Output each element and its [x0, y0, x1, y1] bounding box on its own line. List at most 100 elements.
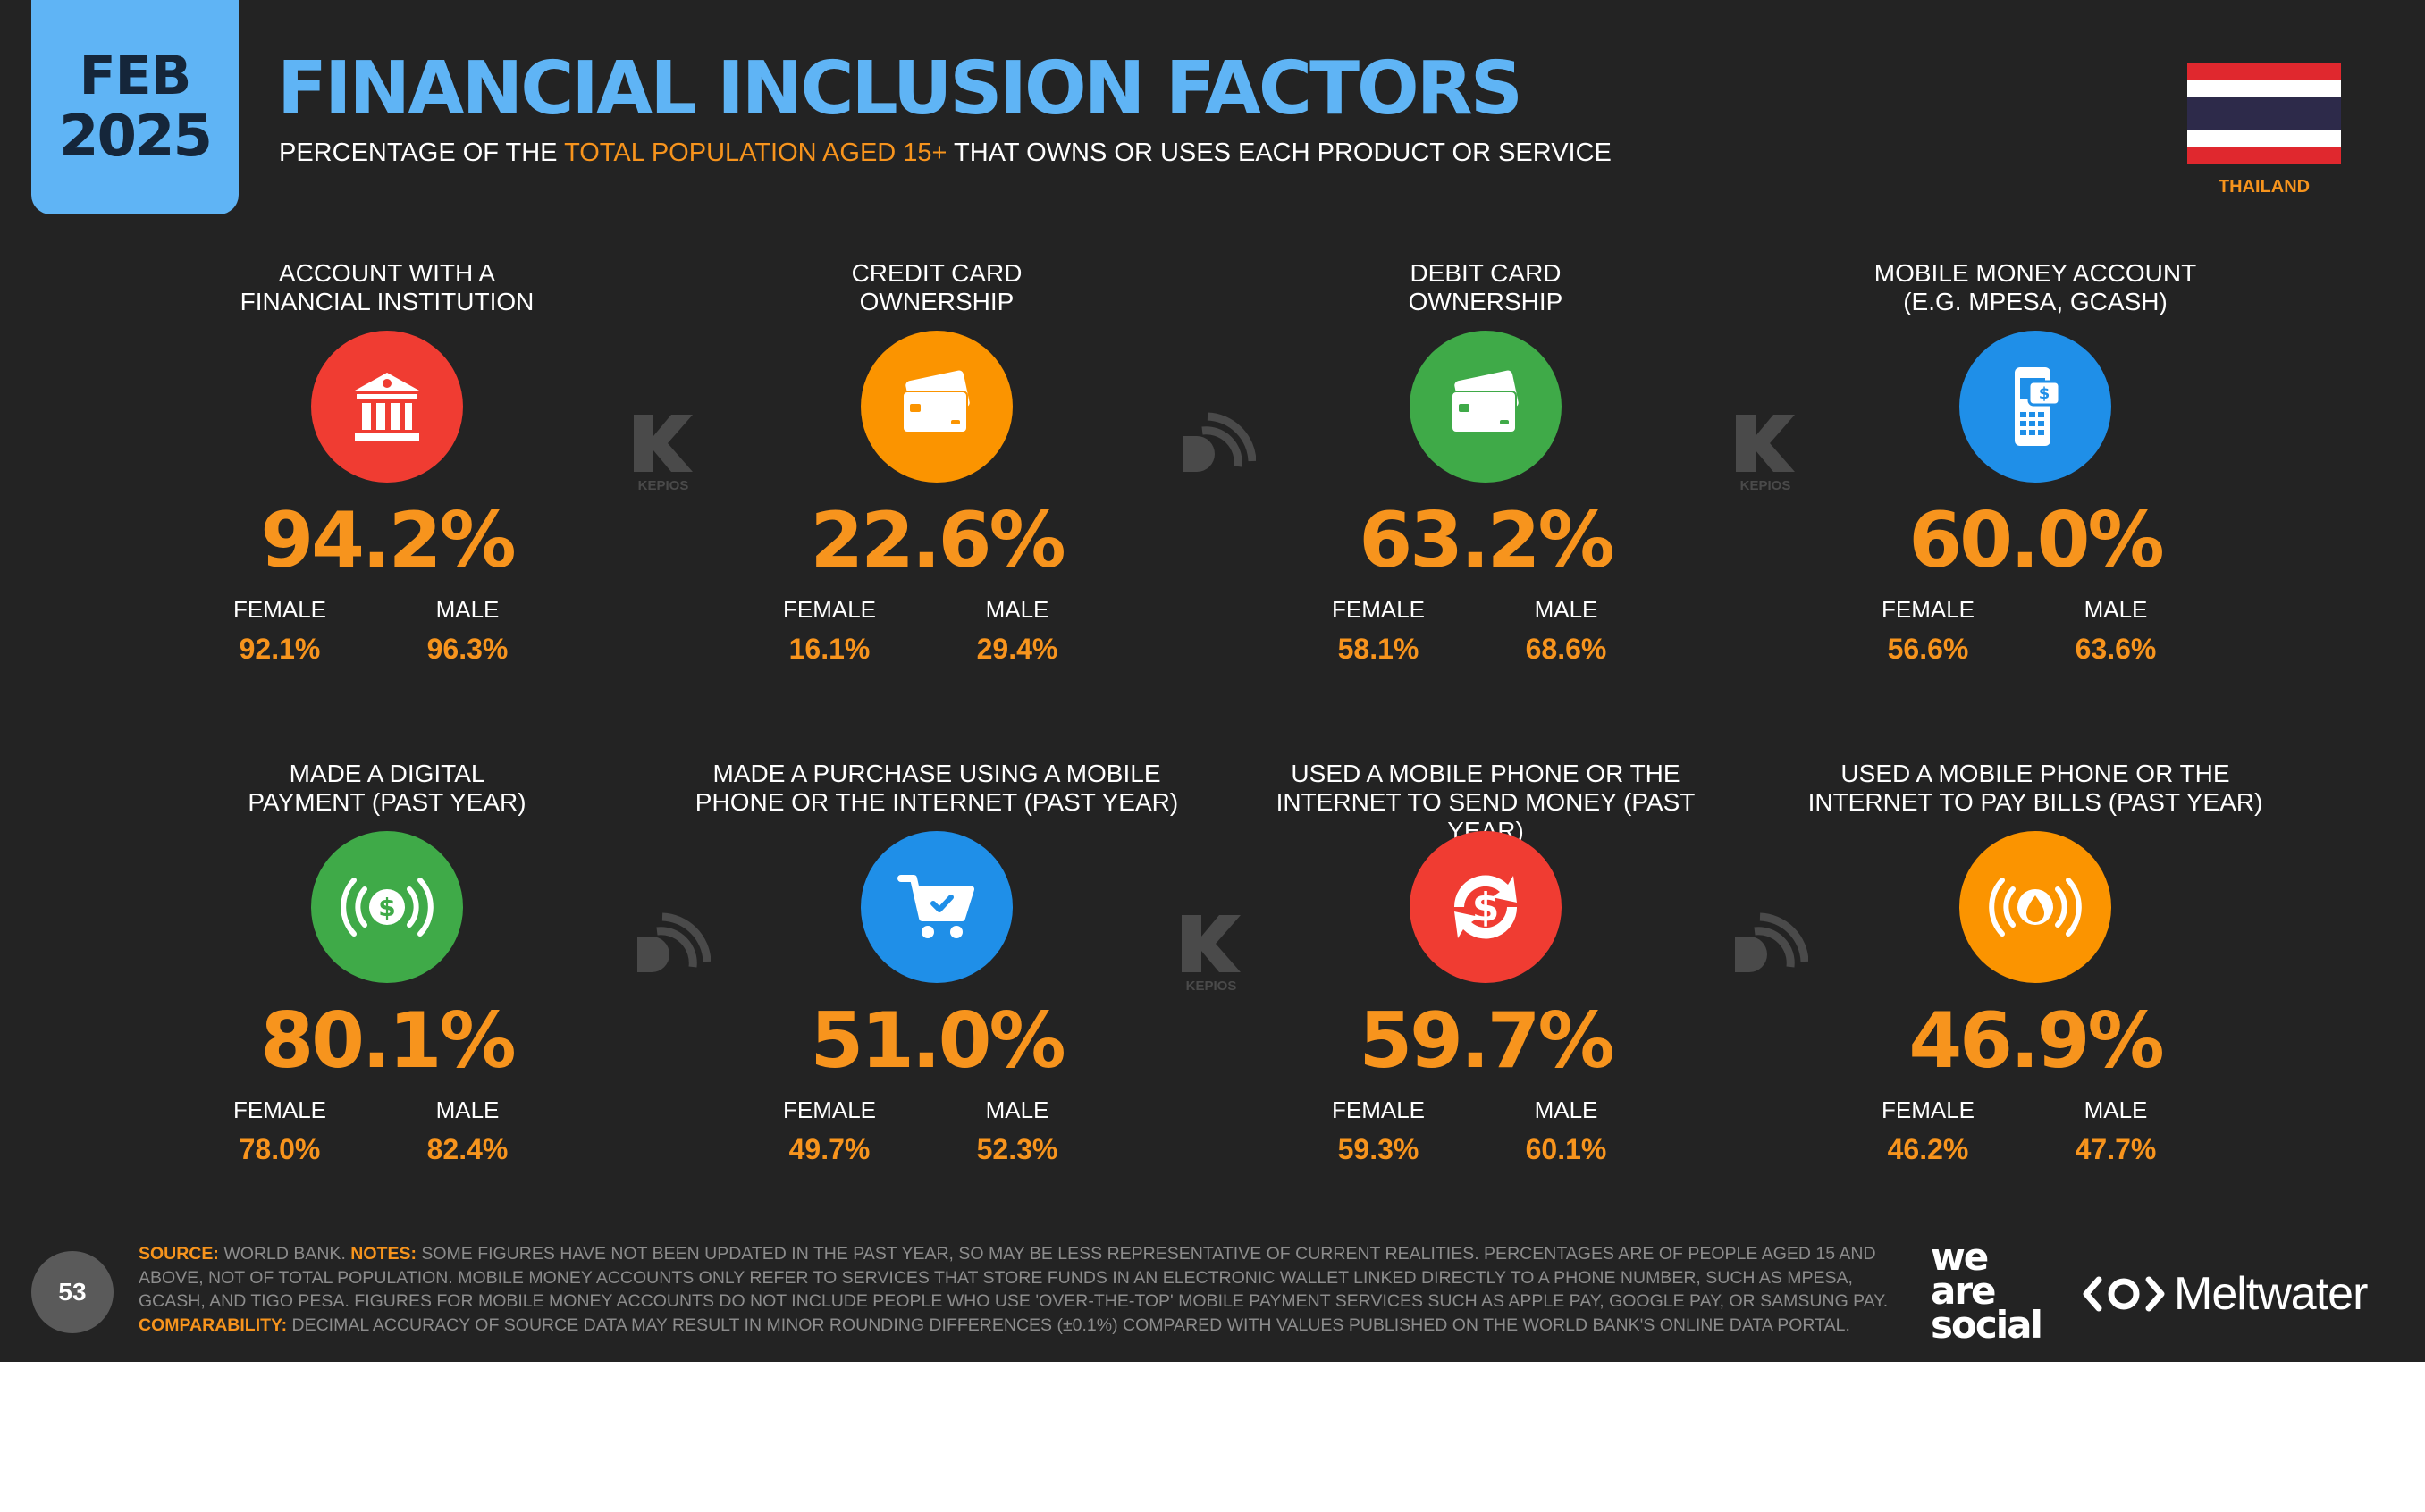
stat-card: USED A MOBILE PHONE OR THE INTERNET TO P…: [1785, 760, 2286, 1189]
female-label: FEMALE: [1881, 596, 1975, 623]
female-label: FEMALE: [1881, 1096, 1975, 1123]
card-label: CREDIT CARD OWNERSHIP: [851, 259, 1023, 315]
female-value: 78.0%: [239, 1133, 321, 1165]
female-value: 49.7%: [788, 1133, 871, 1165]
meltwater-logo: Meltwater: [2083, 1267, 2368, 1321]
female-value: 59.3%: [1337, 1133, 1419, 1165]
stat-card: MADE A DIGITAL PAYMENT (PAST YEAR) $80.1%…: [137, 760, 637, 1189]
country-label: THAILAND: [2218, 177, 2311, 197]
datareportal-logo-icon: [637, 912, 711, 972]
male-value: 29.4%: [976, 633, 1058, 665]
stat-card: ACCOUNT WITH A FINANCIAL INSTITUTION 94.2…: [137, 259, 637, 688]
card-value: 46.9%: [1908, 996, 2164, 1086]
card-label: MADE A PURCHASE USING A MOBILE PHONE OR …: [695, 760, 1179, 816]
notes-text: SOME FIGURES HAVE NOT BEEN UPDATED IN TH…: [139, 1244, 1889, 1311]
female-value: 16.1%: [788, 633, 871, 665]
card-label: MADE A DIGITAL PAYMENT (PAST YEAR): [248, 760, 526, 816]
kepios-logo-icon: KEPIOS: [634, 415, 693, 491]
male-value: 60.1%: [1525, 1133, 1607, 1165]
notes-label: NOTES:: [350, 1244, 417, 1264]
card-value: 22.6%: [810, 496, 1065, 585]
mobile-money-icon: $: [1959, 331, 2111, 483]
stat-card: DEBIT CARD OWNERSHIP 63.2% FEMALE MALE 58.1%…: [1235, 259, 1736, 688]
stat-card: USED A MOBILE PHONE OR THE INTERNET TO S…: [1235, 760, 1736, 1189]
female-label: FEMALE: [1331, 596, 1426, 623]
pay-bills-icon: [1959, 831, 2111, 983]
female-label: FEMALE: [782, 596, 877, 623]
card-label: ACCOUNT WITH A FINANCIAL INSTITUTION: [240, 259, 535, 315]
slide: FEB 2025 FINANCIAL INCLUSION FACTORS PER…: [0, 0, 2425, 1362]
card-label: DEBIT CARD OWNERSHIP: [1408, 259, 1563, 315]
card-label: USED A MOBILE PHONE OR THE INTERNET TO S…: [1276, 760, 1696, 844]
male-label: MALE: [985, 596, 1049, 623]
meltwater-text: Meltwater: [2174, 1268, 2368, 1320]
svg-text:$: $: [378, 893, 395, 922]
female-value: 56.6%: [1887, 633, 1969, 665]
male-value: 68.6%: [1525, 633, 1607, 665]
date-badge: FEB 2025: [31, 0, 239, 214]
send-money-icon: $: [1410, 831, 1562, 983]
female-value: 92.1%: [239, 633, 321, 665]
svg-text:$: $: [1472, 885, 1500, 930]
female-value: 46.2%: [1887, 1133, 1969, 1165]
subtitle-suffix: THAT OWNS OR USES EACH PRODUCT OR SERVIC…: [947, 139, 1612, 167]
male-value: 63.6%: [2075, 633, 2157, 665]
date-month: FEB: [79, 45, 192, 107]
brand-word-3: social: [1931, 1303, 2043, 1347]
source-label: SOURCE:: [139, 1244, 219, 1264]
datareportal-logo-icon: [1183, 412, 1256, 472]
card-value: 60.0%: [1908, 496, 2164, 585]
source-text: WORLD BANK.: [218, 1244, 351, 1264]
page-subtitle: PERCENTAGE OF THE TOTAL POPULATION AGED …: [279, 139, 1612, 168]
date-year: 2025: [58, 104, 213, 170]
male-label: MALE: [1534, 596, 1598, 623]
male-label: MALE: [1534, 1096, 1598, 1123]
male-label: MALE: [2084, 1096, 2148, 1123]
footnote: SOURCE: WORLD BANK. NOTES: SOME FIGURES …: [139, 1242, 1890, 1337]
kepios-logo-icon: KEPIOS: [1182, 915, 1241, 992]
kepios-text: KEPIOS: [638, 478, 689, 491]
kepios-text: KEPIOS: [1186, 979, 1237, 992]
we-are-social-logo: we are social: [1931, 1235, 2043, 1347]
meltwater-mark-icon: [2083, 1276, 2165, 1312]
male-value: 82.4%: [426, 1133, 509, 1165]
female-label: FEMALE: [232, 596, 327, 623]
card-value: 63.2%: [1359, 496, 1614, 585]
male-value: 52.3%: [976, 1133, 1058, 1165]
subtitle-highlight: TOTAL POPULATION AGED 15+: [564, 139, 947, 167]
comparability-text: DECIMAL ACCURACY OF SOURCE DATA MAY RESU…: [287, 1315, 1850, 1335]
male-label: MALE: [985, 1096, 1049, 1123]
male-label: MALE: [435, 1096, 500, 1123]
female-label: FEMALE: [232, 1096, 327, 1123]
card-label: USED A MOBILE PHONE OR THE INTERNET TO P…: [1807, 760, 2263, 816]
brand-word-1: we: [1931, 1235, 1989, 1279]
page-number: 53: [31, 1251, 114, 1333]
male-label: MALE: [435, 596, 500, 623]
svg-text:$: $: [2039, 384, 2050, 403]
stat-card: CREDIT CARD OWNERSHIP 22.6% FEMALE MALE 16.1…: [686, 259, 1187, 688]
male-value: 96.3%: [426, 633, 509, 665]
page-title: FINANCIAL INCLUSION FACTORS: [277, 46, 1523, 131]
comparability-label: COMPARABILITY:: [139, 1315, 288, 1335]
male-value: 47.7%: [2075, 1133, 2157, 1165]
digital-payment-icon: $: [311, 831, 463, 983]
female-value: 58.1%: [1337, 633, 1419, 665]
stat-card: MADE A PURCHASE USING A MOBILE PHONE OR …: [686, 760, 1187, 1189]
debit-card-icon: [1410, 331, 1562, 483]
thailand-flag-icon: [2187, 63, 2341, 164]
card-value: 80.1%: [260, 996, 516, 1086]
card-value: 94.2%: [260, 496, 516, 585]
stat-card: MOBILE MONEY ACCOUNT (E.G. MPESA, GCASH)…: [1785, 259, 2286, 688]
subtitle-prefix: PERCENTAGE OF THE: [279, 139, 565, 167]
bank-icon: [311, 331, 463, 483]
card-value: 59.7%: [1359, 996, 1614, 1086]
credit-card-icon: [861, 331, 1013, 483]
datareportal-logo-icon: [1735, 912, 1808, 972]
brand-word-2: are: [1931, 1269, 1997, 1313]
female-label: FEMALE: [782, 1096, 877, 1123]
kepios-text: KEPIOS: [1740, 478, 1791, 491]
card-value: 51.0%: [810, 996, 1065, 1086]
kepios-logo-icon: KEPIOS: [1736, 415, 1795, 491]
card-label: MOBILE MONEY ACCOUNT (E.G. MPESA, GCASH): [1873, 259, 2197, 315]
shopping-cart-icon: [861, 831, 1013, 983]
